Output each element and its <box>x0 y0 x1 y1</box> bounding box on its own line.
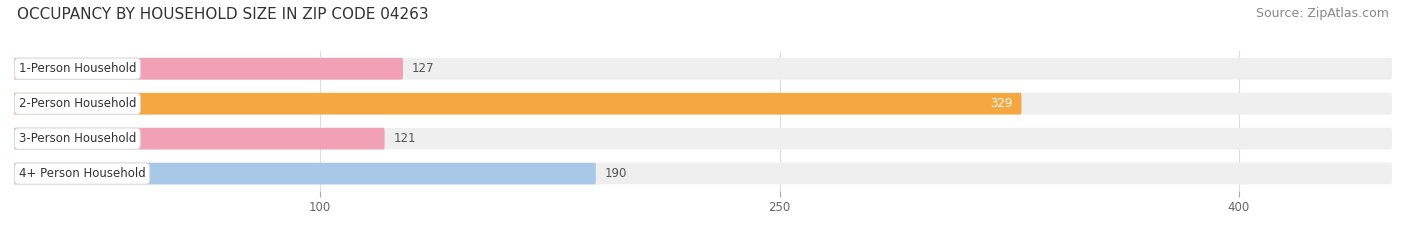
Text: OCCUPANCY BY HOUSEHOLD SIZE IN ZIP CODE 04263: OCCUPANCY BY HOUSEHOLD SIZE IN ZIP CODE … <box>17 7 429 22</box>
Text: 4+ Person Household: 4+ Person Household <box>18 167 145 180</box>
Text: 1-Person Household: 1-Person Household <box>18 62 136 75</box>
FancyBboxPatch shape <box>14 163 596 185</box>
Text: 3-Person Household: 3-Person Household <box>18 132 136 145</box>
FancyBboxPatch shape <box>14 93 1021 115</box>
FancyBboxPatch shape <box>14 93 1392 115</box>
FancyBboxPatch shape <box>14 163 1392 185</box>
Text: 190: 190 <box>605 167 627 180</box>
FancyBboxPatch shape <box>14 128 1392 150</box>
FancyBboxPatch shape <box>14 58 404 80</box>
Text: 2-Person Household: 2-Person Household <box>18 97 136 110</box>
Text: Source: ZipAtlas.com: Source: ZipAtlas.com <box>1256 7 1389 20</box>
Text: 329: 329 <box>990 97 1012 110</box>
FancyBboxPatch shape <box>14 128 385 150</box>
Text: 121: 121 <box>394 132 416 145</box>
Text: 127: 127 <box>412 62 434 75</box>
FancyBboxPatch shape <box>14 58 1392 80</box>
